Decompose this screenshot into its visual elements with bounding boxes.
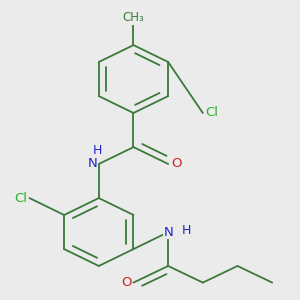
Text: N: N	[163, 226, 173, 239]
Text: CH₃: CH₃	[123, 11, 144, 24]
Text: N: N	[87, 158, 97, 170]
Text: H: H	[182, 224, 191, 237]
Text: O: O	[172, 158, 182, 170]
Text: O: O	[121, 276, 132, 289]
Text: Cl: Cl	[14, 192, 27, 205]
Text: H: H	[92, 144, 102, 158]
Text: Cl: Cl	[206, 106, 218, 119]
